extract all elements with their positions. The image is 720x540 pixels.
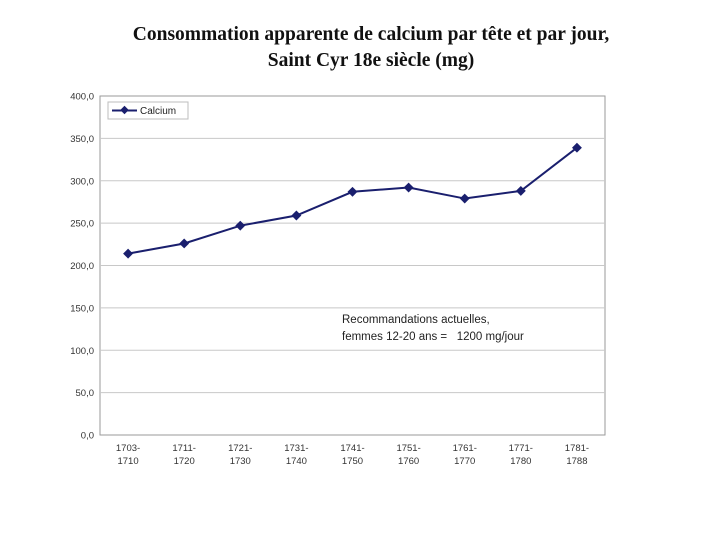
chart-title: Consommation apparente de calcium par tê… <box>0 22 720 74</box>
data-point <box>347 186 358 197</box>
x-tick-label: 1781-1788 <box>565 443 589 467</box>
data-point <box>235 220 246 231</box>
y-tick-label: 400,0 <box>70 92 94 103</box>
x-tick-label: 1711-1720 <box>172 443 196 467</box>
legend: Calcium <box>107 101 189 120</box>
annotation-line2: femmes 12-20 ans = 1200 mg/jour <box>342 331 524 343</box>
x-tick-label: 1731-1740 <box>284 443 308 467</box>
legend-marker <box>120 105 129 115</box>
y-tick-label: 0,0 <box>81 431 94 442</box>
y-axis-ticks: 0,0 50,0 100,0 150,0 200,0 250,0 300,0 350,0 400… <box>70 92 94 442</box>
y-tick-label: 200,0 <box>70 261 94 272</box>
y-tick-label: 250,0 <box>70 219 94 230</box>
chart-title-line1: Consommation apparente de calcium par tê… <box>132 24 610 45</box>
data-point <box>179 238 190 249</box>
y-tick-label: 150,0 <box>70 303 94 314</box>
data-point <box>123 248 134 259</box>
data-point <box>459 193 470 204</box>
data-point <box>515 185 526 196</box>
annotation: Recommandations actuelles, femmes 12-20 … <box>342 314 524 343</box>
x-tick-label: 1741-1750 <box>340 443 364 467</box>
x-tick-label: 1751-1760 <box>396 443 420 467</box>
x-tick-label: 1721-1730 <box>228 443 252 467</box>
series-calcium <box>123 142 582 259</box>
data-point <box>571 142 582 153</box>
legend-label-calcium: Calcium <box>140 106 176 117</box>
x-tick-label: 1771-1780 <box>509 443 533 467</box>
annotation-line1: Recommandations actuelles, <box>342 314 490 326</box>
data-point <box>291 210 302 221</box>
x-axis-ticks: 1703-1710 1711-1720 1721-1730 1731-1740 1741… <box>116 443 589 467</box>
y-tick-label: 350,0 <box>70 134 94 145</box>
y-tick-label: 300,0 <box>70 176 94 187</box>
x-tick-label: 1703-1710 <box>116 443 140 467</box>
legend-box <box>107 101 189 120</box>
grid-lines <box>100 137 605 394</box>
x-tick-label: 1761-1770 <box>453 443 477 467</box>
y-tick-label: 50,0 <box>76 388 95 399</box>
y-tick-label: 100,0 <box>70 346 94 357</box>
chart-title-line2: Saint Cyr 18e siècle (mg) <box>267 50 475 71</box>
data-point <box>403 182 414 193</box>
